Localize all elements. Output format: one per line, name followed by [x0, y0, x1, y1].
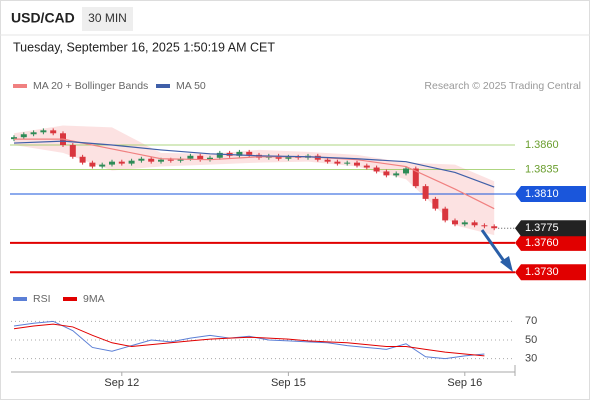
ma-line: [14, 138, 495, 210]
legend-label: 9MA: [83, 293, 105, 305]
candle-body: [207, 157, 213, 160]
legend-label: MA 20 + Bollinger Bands: [33, 80, 148, 92]
x-tick-label: Sep 15: [271, 377, 306, 389]
rsi-line: [13, 323, 485, 357]
candle-body: [452, 220, 458, 225]
level-label: 1.3835: [525, 163, 559, 175]
candle-body: [442, 208, 449, 221]
level-box: [515, 264, 586, 281]
last-price-label: 1.3775: [525, 222, 559, 234]
candle-body: [118, 161, 125, 164]
candle-body: [236, 151, 243, 156]
candle-body: [109, 161, 115, 165]
candle-body: [383, 171, 390, 176]
candle-body: [344, 162, 351, 164]
timeframe: 30 MIN: [88, 11, 127, 25]
level-box: [515, 185, 586, 202]
level-label: 1.3760: [525, 237, 559, 249]
candle-body: [422, 186, 429, 199]
candle-body: [99, 164, 106, 167]
x-tick-label: Sep 16: [447, 377, 482, 389]
candle-body: [354, 162, 360, 166]
candle-body: [40, 130, 47, 133]
candle-body: [79, 156, 86, 163]
candle-body: [89, 162, 96, 167]
candle-body: [128, 160, 135, 164]
y-tick-label: 30: [525, 353, 537, 365]
ma-line: [13, 140, 495, 188]
candle-body: [30, 132, 37, 135]
candle-body: [403, 168, 409, 174]
candle-body: [363, 165, 370, 168]
x-tick-label: Sep 12: [104, 377, 139, 389]
candle-body: [138, 158, 145, 161]
candle-body: [412, 168, 419, 187]
candle-body: [432, 198, 439, 209]
legend-swatch: [63, 297, 77, 301]
forecast-arrow-head: [500, 256, 513, 272]
candle-body: [393, 173, 400, 176]
candle-body: [491, 226, 498, 229]
credit: Research © 2025 Trading Central: [424, 80, 581, 92]
legend-swatch: [156, 84, 170, 88]
candle-body: [167, 159, 174, 161]
y-tick-label: 70: [525, 315, 537, 327]
candle-body: [373, 167, 380, 172]
candle-body: [334, 161, 341, 164]
candle-body: [471, 222, 478, 226]
candle-body: [50, 130, 57, 134]
candle-body: [187, 155, 194, 159]
datetime: Tuesday, September 16, 2025 1:50:19 AM C…: [13, 40, 275, 54]
legend-swatch: [13, 84, 27, 88]
level-label: 1.3730: [525, 266, 559, 278]
candle-body: [285, 156, 292, 159]
candle-body: [481, 225, 488, 227]
level-label: 1.3810: [525, 188, 559, 200]
forecast-arrow: [480, 229, 508, 265]
y-tick-label: 50: [525, 334, 537, 346]
symbol: USD/CAD: [11, 10, 75, 26]
candle-body: [461, 222, 468, 225]
rsi-line: [13, 320, 485, 360]
level-box: [515, 234, 586, 251]
level-label: 1.3860: [525, 139, 559, 151]
candle-body: [216, 152, 223, 158]
candle-body: [20, 134, 27, 138]
legend-swatch: [13, 297, 27, 301]
candle-body: [11, 137, 17, 140]
candle-body: [69, 145, 76, 157]
candle-body: [148, 158, 155, 162]
candle-body: [246, 151, 253, 155]
candle-body: [158, 159, 164, 162]
candle-body: [197, 155, 204, 160]
legend-label: RSI: [33, 293, 51, 305]
candle-body: [324, 159, 331, 162]
timeframe-box: [82, 7, 133, 31]
legend-label: MA 50: [176, 80, 206, 92]
last-price-box: [515, 220, 586, 237]
